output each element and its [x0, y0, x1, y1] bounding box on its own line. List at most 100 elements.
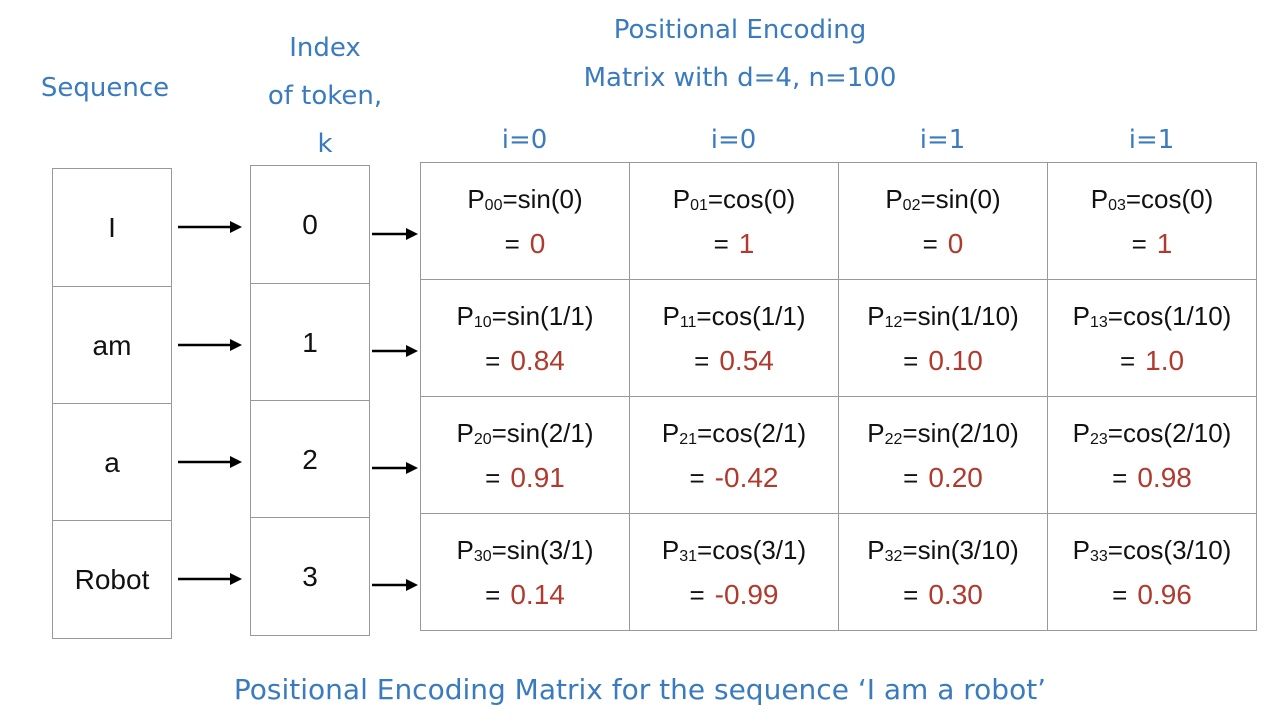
cell-formula: P33=cos(3/10): [1073, 531, 1232, 576]
cell-result: = 0.20: [903, 459, 983, 497]
symbol: P: [1072, 300, 1090, 331]
subscript: 20: [473, 430, 492, 448]
equals: =: [1119, 345, 1136, 376]
cell-formula: P20=sin(2/1): [456, 414, 593, 459]
subscript: 03: [1108, 196, 1126, 214]
cell-result: = 1: [1132, 225, 1173, 263]
arrow: [178, 339, 242, 351]
index-label: of token,: [267, 81, 383, 111]
symbol: P: [867, 300, 885, 331]
cell-result: = 1: [714, 225, 755, 263]
result: 0: [529, 227, 546, 259]
matrix-cell: P20=sin(2/1) = 0.91: [420, 396, 630, 514]
matrix-cell: P32=sin(3/10) = 0.30: [838, 513, 1048, 631]
cell-result: = 0.98: [1112, 459, 1192, 497]
result: 1: [738, 227, 755, 259]
symbol: P: [1072, 417, 1090, 448]
cell-formula: P23=cos(2/10): [1073, 414, 1232, 459]
subscript: 32: [884, 547, 903, 565]
cell-formula: P31=cos(3/1): [662, 531, 806, 576]
equals: =: [713, 228, 729, 259]
result: 0.14: [510, 578, 565, 610]
matrix-cell: P33=cos(3/10) = 0.96: [1047, 513, 1257, 631]
equals: =: [1131, 228, 1147, 259]
matrix-label: Matrix with d=4, n=100: [583, 63, 897, 93]
cell-result: = 0.96: [1112, 576, 1192, 614]
result: 0: [947, 227, 964, 259]
cell-formula: P03=cos(0): [1091, 180, 1214, 225]
result: 0.30: [928, 578, 983, 610]
matrix-cell: P23=cos(2/10) = 0.98: [1047, 396, 1257, 514]
formula: =sin(2/1): [491, 417, 594, 448]
matrix-cell: P01=cos(0) = 1: [629, 162, 839, 280]
cell-result: = 0: [505, 225, 546, 263]
symbol: P: [456, 417, 474, 448]
equals: =: [903, 579, 919, 610]
cell-formula: P13=cos(1/10): [1073, 297, 1232, 342]
matrix-cell: P31=cos(3/1) = -0.99: [629, 513, 839, 631]
arrow: [178, 573, 242, 585]
result: 0.20: [928, 461, 983, 493]
equals: =: [903, 462, 919, 493]
subscript: 21: [679, 430, 698, 448]
formula: =cos(1/1): [696, 300, 806, 331]
arrow: [372, 579, 418, 591]
formula: =sin(3/1): [491, 534, 594, 565]
subscript: 30: [473, 547, 492, 565]
result: 0.84: [510, 344, 565, 376]
formula: =cos(0): [1125, 183, 1214, 214]
subscript: 01: [690, 196, 708, 214]
symbol: P: [661, 534, 680, 565]
equals: =: [1112, 579, 1128, 610]
caption: Positional Encoding Matrix for the seque…: [233, 673, 1047, 706]
index-label: k: [317, 129, 333, 159]
formula: =cos(3/10): [1107, 534, 1232, 565]
cell-result: = -0.42: [689, 459, 778, 497]
equals: =: [689, 579, 705, 610]
cell-formula: P12=sin(1/10): [867, 297, 1018, 342]
subscript: 22: [884, 430, 903, 448]
cell-formula: P22=sin(2/10): [867, 414, 1018, 459]
formula: =sin(3/10): [902, 534, 1019, 565]
cell-result: = -0.99: [689, 576, 778, 614]
arrow: [178, 456, 242, 468]
cell-formula: P00=sin(0): [467, 180, 582, 225]
result: 0.96: [1137, 578, 1192, 610]
matrix-cell: P21=cos(2/1) = -0.42: [629, 396, 839, 514]
symbol: P: [672, 183, 691, 214]
matrix-cell: P00=sin(0) = 0: [420, 162, 630, 280]
cell-formula: P10=sin(1/1): [456, 297, 593, 342]
cell-formula: P02=sin(0): [885, 180, 1000, 225]
subscript: 13: [1089, 313, 1108, 331]
cell-result: = 0.10: [903, 342, 983, 380]
result: 0.54: [719, 344, 774, 376]
token-box: am: [52, 286, 172, 405]
formula: =cos(3/1): [697, 534, 807, 565]
matrix-cell: P02=sin(0) = 0: [838, 162, 1048, 280]
formula: =sin(0): [502, 183, 583, 214]
subscript: 33: [1089, 547, 1108, 565]
column-header: i=0: [710, 125, 757, 155]
subscript: 12: [884, 313, 903, 331]
formula: =sin(1/10): [902, 300, 1019, 331]
matrix-cell: P22=sin(2/10) = 0.20: [838, 396, 1048, 514]
subscript: 31: [679, 547, 698, 565]
subscript: 23: [1089, 430, 1108, 448]
symbol: P: [885, 183, 903, 214]
matrix-cell: P11=cos(1/1) = 0.54: [629, 279, 839, 397]
equals: =: [903, 345, 919, 376]
arrow: [178, 221, 242, 233]
formula: =cos(2/1): [697, 417, 807, 448]
subscript: 11: [679, 313, 697, 331]
equals: =: [504, 228, 520, 259]
cell-formula: P11=cos(1/1): [662, 297, 805, 342]
arrow: [372, 345, 418, 357]
equals: =: [485, 462, 501, 493]
column-header: i=1: [919, 125, 966, 155]
symbol: P: [1090, 183, 1109, 214]
symbol: P: [661, 417, 680, 448]
cell-result: = 1.0: [1120, 342, 1184, 380]
matrix-cell: P30=sin(3/1) = 0.14: [420, 513, 630, 631]
symbol: P: [1072, 534, 1090, 565]
